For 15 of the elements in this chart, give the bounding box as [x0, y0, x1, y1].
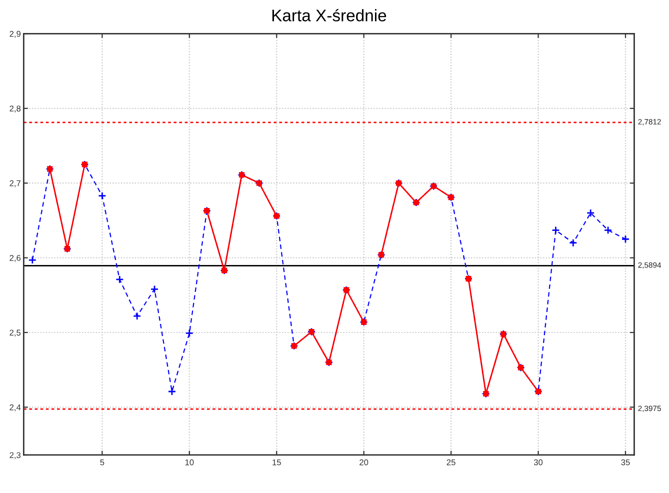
y-tick-label: 2,5	[10, 330, 21, 337]
x-tick-label: 35	[621, 459, 630, 466]
x-tick-label: 30	[534, 459, 543, 466]
y-tick-label: 2,8	[10, 106, 21, 112]
x-tick-label: 20	[360, 459, 368, 466]
chart-title: Karta X-średnie	[272, 8, 386, 22]
x-tick-label: 15	[272, 459, 281, 466]
x-tick-label: 5	[100, 459, 104, 466]
x-tick-label: 10	[185, 459, 194, 466]
y-tick-label: 2,7	[10, 180, 20, 188]
y-tick-label: 2,4	[10, 404, 21, 412]
y-tick-label: 2,9	[10, 30, 21, 38]
y-tick-label: 2,3	[10, 452, 21, 460]
y-tick-label: 2,6	[10, 255, 21, 262]
x-tick-label: 25	[446, 459, 456, 466]
